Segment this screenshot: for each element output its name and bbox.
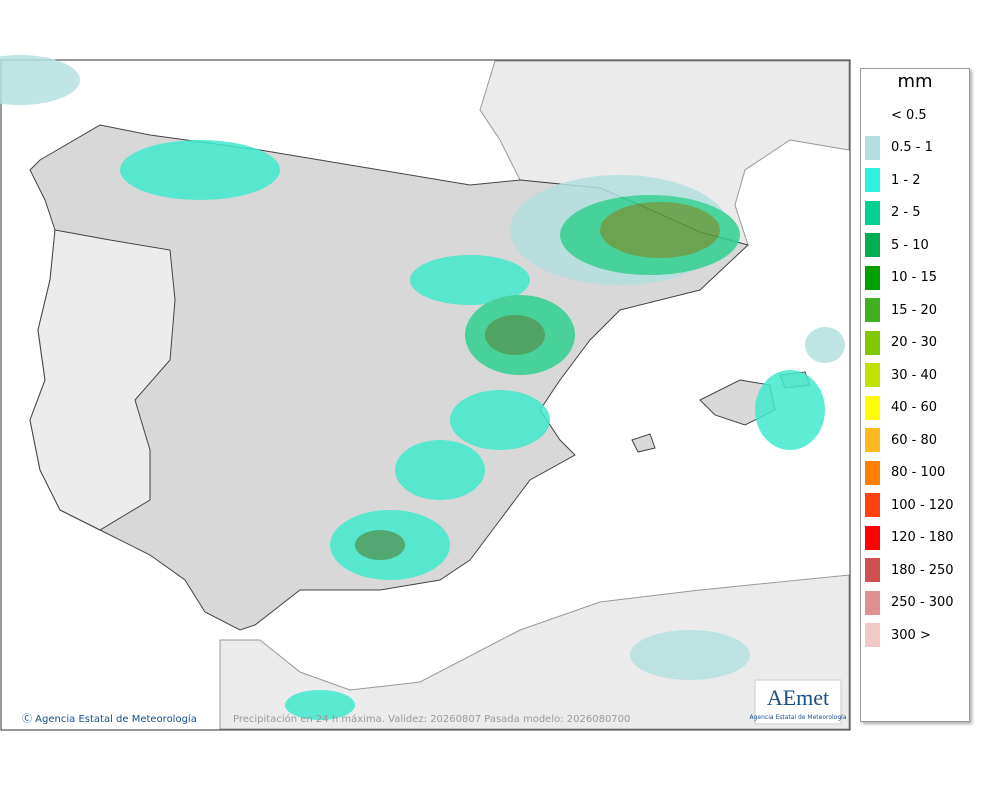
- legend-item: 10 - 15: [861, 262, 969, 295]
- legend-swatch: [865, 363, 880, 388]
- legend-item: 60 - 80: [861, 424, 969, 457]
- legend-label: 300 >: [891, 627, 931, 643]
- legend-item: 0.5 - 1: [861, 132, 969, 165]
- legend: mm < 0.5 0.5 - 1 1 - 2 2 - 5 5 - 10 10 - 15 15…: [860, 68, 970, 722]
- legend-item: 40 - 60: [861, 392, 969, 425]
- aemet-logo: AEmet Agencia Estatal de Meteorología: [750, 679, 847, 725]
- precipitation: [0, 55, 845, 720]
- legend-swatch: [865, 168, 880, 193]
- legend-item: 20 - 30: [861, 327, 969, 360]
- legend-label: 100 - 120: [891, 497, 954, 513]
- legend-swatch: [865, 460, 880, 485]
- logo-caption: Agencia Estatal de Meteorología: [750, 714, 847, 721]
- legend-item: 120 - 180: [861, 522, 969, 555]
- legend-label: < 0.5: [891, 107, 927, 123]
- legend-label: 30 - 40: [891, 367, 938, 383]
- legend-label: 0.5 - 1: [891, 140, 933, 156]
- legend-item: 300 >: [861, 619, 969, 652]
- ibiza: [631, 433, 656, 453]
- legend-swatch: [865, 558, 880, 583]
- legend-swatch: [865, 233, 880, 258]
- legend-item: 1 - 2: [861, 164, 969, 197]
- logo-text: AEmet: [767, 685, 829, 710]
- legend-item: 250 - 300: [861, 587, 969, 620]
- legend-swatch: [865, 135, 880, 160]
- legend-swatch: [865, 330, 880, 355]
- legend-swatch: [865, 265, 880, 290]
- legend-item: 15 - 20: [861, 294, 969, 327]
- legend-swatch: [865, 200, 880, 225]
- legend-label: 20 - 30: [891, 335, 938, 351]
- legend-label: 15 - 20: [891, 302, 938, 318]
- legend-swatch: [865, 623, 880, 648]
- legend-label: 1 - 2: [891, 172, 921, 188]
- legend-label: 60 - 80: [891, 432, 938, 448]
- copyright: Ⓒ Agencia Estatal de Meteorología: [22, 713, 197, 725]
- legend-label: 250 - 300: [891, 595, 954, 611]
- legend-swatch: [865, 298, 880, 323]
- legend-swatch: [865, 103, 880, 127]
- legend-swatch: [865, 493, 880, 518]
- legend-label: 2 - 5: [891, 205, 921, 221]
- legend-items: < 0.5 0.5 - 1 1 - 2 2 - 5 5 - 10 10 - 15 15 - …: [861, 99, 969, 652]
- legend-item: 5 - 10: [861, 229, 969, 262]
- legend-title: mm: [897, 71, 933, 92]
- legend-item: 80 - 100: [861, 457, 969, 490]
- caption: Precipitación en 24 h máxima. Validez: 2…: [233, 713, 630, 725]
- africa: [219, 574, 850, 730]
- legend-swatch: [865, 525, 880, 550]
- legend-label: 10 - 15: [891, 270, 938, 286]
- legend-item: < 0.5: [861, 99, 969, 132]
- legend-label: 5 - 10: [891, 237, 929, 253]
- legend-swatch: [865, 590, 880, 615]
- legend-label: 40 - 60: [891, 400, 938, 416]
- legend-label: 180 - 250: [891, 562, 954, 578]
- map: AEmet Agencia Estatal de Meteorología Ⓒ …: [0, 55, 851, 731]
- legend-item: 30 - 40: [861, 359, 969, 392]
- legend-label: 80 - 100: [891, 465, 946, 481]
- legend-swatch: [865, 395, 880, 420]
- legend-item: 180 - 250: [861, 554, 969, 587]
- legend-item: 2 - 5: [861, 197, 969, 230]
- portugal: [29, 229, 176, 531]
- legend-item: 100 - 120: [861, 489, 969, 522]
- legend-label: 120 - 180: [891, 530, 954, 546]
- legend-swatch: [865, 428, 880, 453]
